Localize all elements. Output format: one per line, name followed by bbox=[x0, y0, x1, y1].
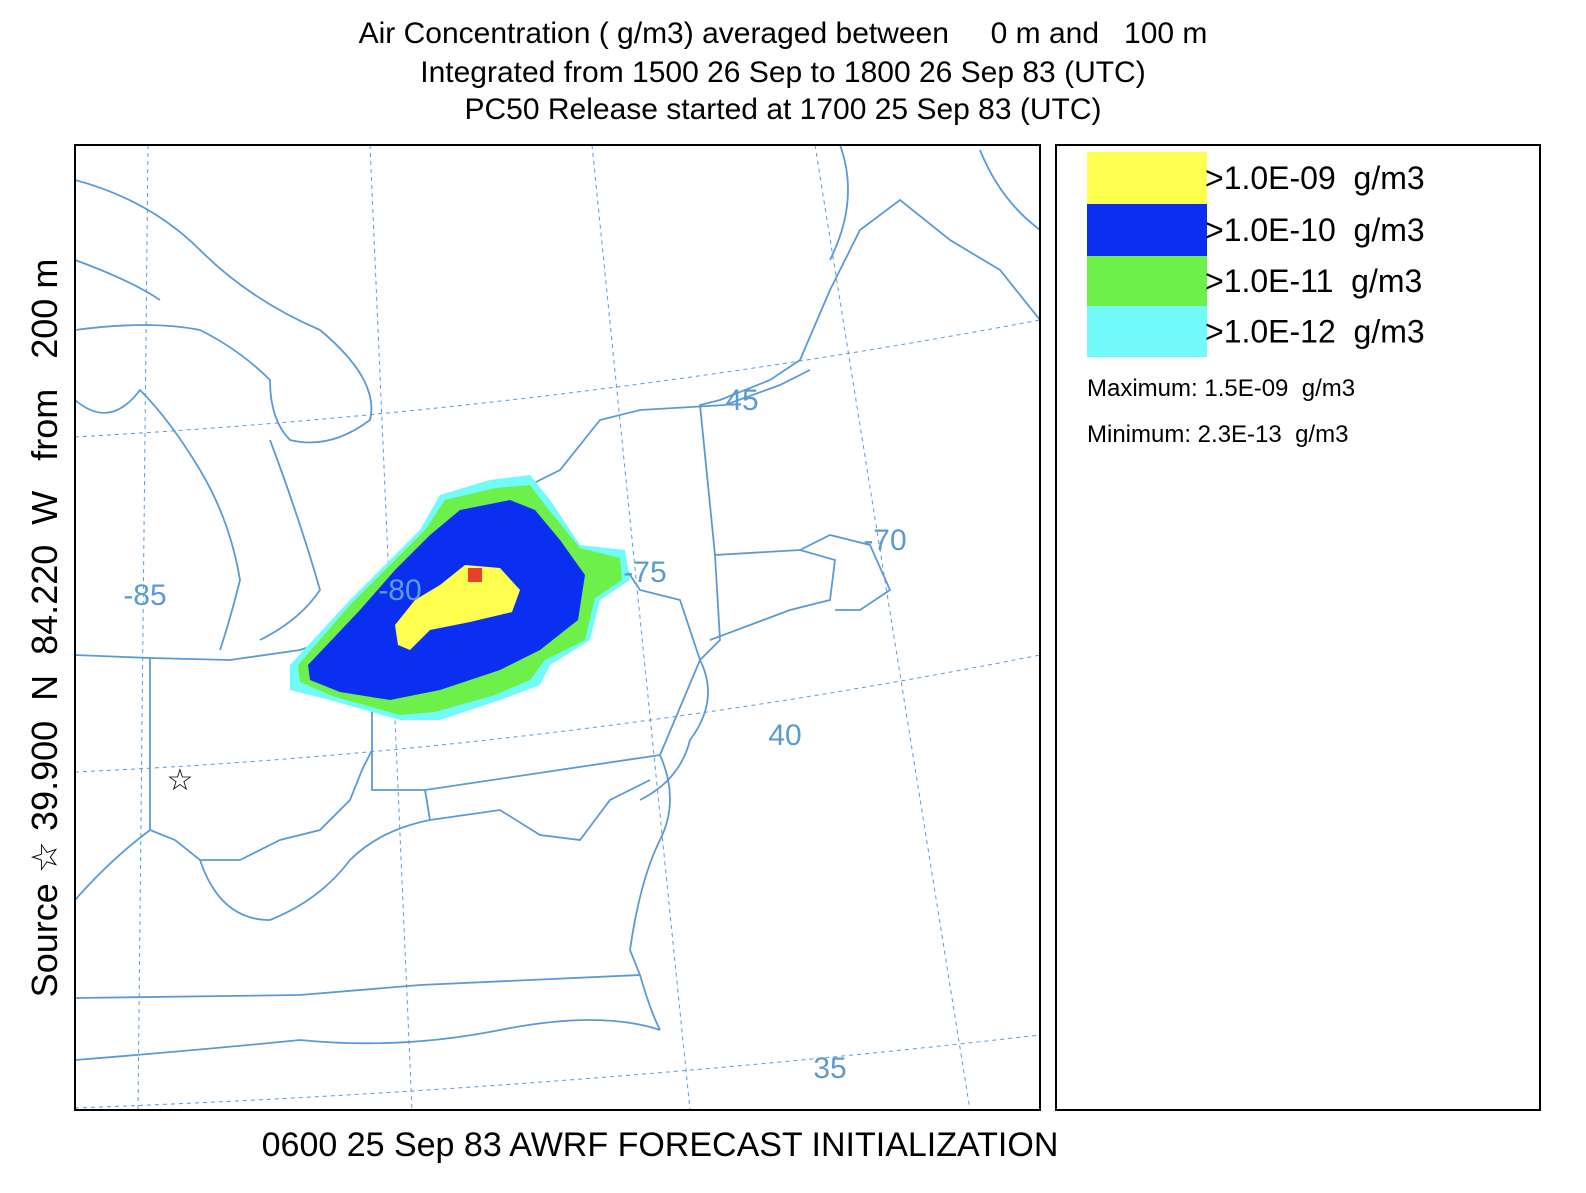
legend-label: >1.0E-09 g/m3 bbox=[1205, 160, 1425, 196]
boundaries bbox=[75, 145, 1040, 1061]
grid-label: 40 bbox=[768, 719, 801, 752]
footer: 0600 25 Sep 83 AWRF FORECAST INITIALIZAT… bbox=[262, 1126, 1059, 1164]
plume bbox=[290, 475, 630, 720]
legend: Maximum: 1.5E-09 g/m3 Minimum: 2.3E-13 g… bbox=[1055, 144, 1541, 1111]
minimum: Minimum: 2.3E-13 g/m3 bbox=[1087, 421, 1348, 448]
source-label: Source ☆ 39.900 N 84.220 W from 200 m bbox=[24, 259, 65, 998]
grid-label: -85 bbox=[123, 579, 166, 612]
grid-label: -75 bbox=[623, 556, 666, 589]
grid-label: 35 bbox=[813, 1052, 846, 1085]
legend-label: >1.0E-12 g/m3 bbox=[1205, 314, 1425, 350]
title-line: PC50 Release started at 1700 25 Sep 83 (… bbox=[464, 93, 1101, 126]
legend-swatch bbox=[1087, 152, 1207, 204]
source-marker: ☆ bbox=[167, 764, 194, 797]
legend-swatch bbox=[1087, 306, 1207, 357]
legend-frame bbox=[1055, 144, 1541, 1111]
title-line: Integrated from 1500 26 Sep to 1800 26 S… bbox=[420, 56, 1145, 89]
legend-label: >1.0E-11 g/m3 bbox=[1205, 263, 1422, 299]
plume-peak bbox=[468, 568, 482, 582]
legend-swatch bbox=[1087, 204, 1207, 256]
title-line: Air Concentration ( g/m3) averaged betwe… bbox=[359, 17, 1208, 50]
map: -85 -80 -75 -70 45 40 35 ☆ bbox=[74, 144, 1041, 1111]
grid-label: -80 bbox=[378, 574, 421, 607]
plume-contour bbox=[395, 565, 520, 650]
legend-swatch bbox=[1087, 256, 1207, 306]
legend-label: >1.0E-10 g/m3 bbox=[1205, 212, 1425, 248]
maximum: Maximum: 1.5E-09 g/m3 bbox=[1087, 375, 1355, 402]
map-frame bbox=[74, 144, 1041, 1111]
grid-label: 45 bbox=[725, 384, 758, 417]
grid-label: -70 bbox=[863, 524, 906, 557]
